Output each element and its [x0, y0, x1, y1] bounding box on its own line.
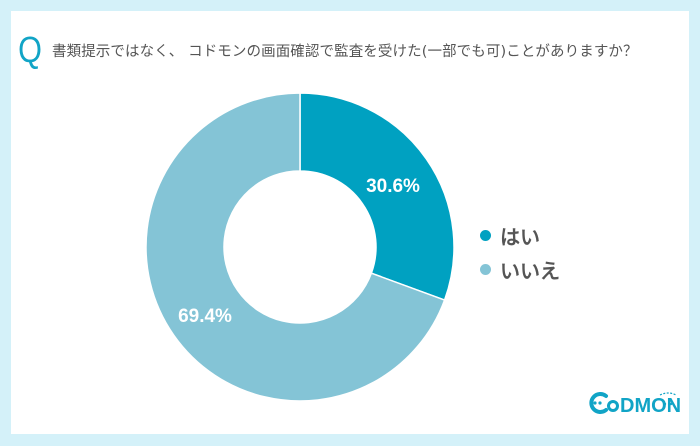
chart-legend: はい いいえ — [480, 218, 560, 286]
donut-slice-no — [145, 92, 446, 402]
slice-label-yes: 30.6% — [366, 176, 420, 197]
codmon-logo-icon: DMON — [589, 392, 681, 416]
donut-slices — [145, 92, 455, 402]
slice-label-no: 69.4% — [178, 306, 232, 327]
legend-label-no: いいえ — [500, 258, 560, 283]
legend-dot-no-icon — [480, 263, 491, 275]
svg-text:DMON: DMON — [620, 395, 681, 416]
legend-dot-yes-icon — [480, 229, 491, 241]
legend-item-no: いいえ — [480, 252, 560, 286]
codmon-logo: DMON — [586, 390, 698, 416]
donut-slice-yes — [299, 92, 455, 302]
legend-label-yes: はい — [500, 224, 540, 249]
question-header: Q 書類提示ではなく、 コドモンの画面確認で監査を受けた(一部でも可)ことがあり… — [14, 32, 638, 68]
legend-item-yes: はい — [480, 218, 560, 252]
question-text: 書類提示ではなく、 コドモンの画面確認で監査を受けた(一部でも可)ことがあります… — [52, 43, 638, 60]
q-icon: Q — [18, 29, 42, 70]
